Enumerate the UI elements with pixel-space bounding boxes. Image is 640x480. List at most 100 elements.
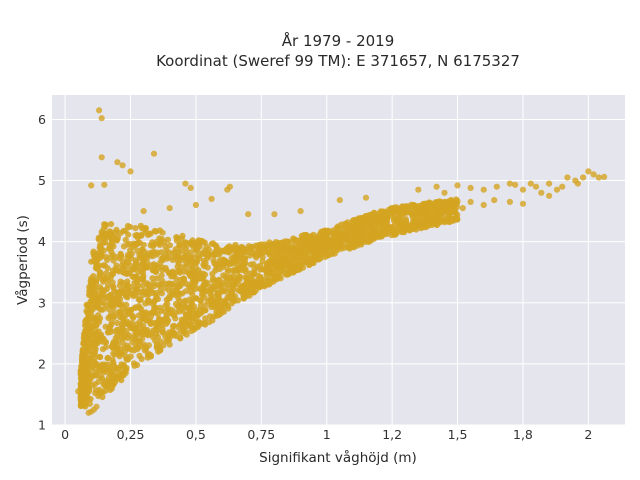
scatter-point — [136, 252, 143, 259]
scatter-point — [386, 210, 393, 217]
scatter-point — [162, 320, 170, 327]
scatter-point — [215, 300, 222, 307]
scatter-point — [302, 231, 309, 239]
scatter-point — [139, 316, 146, 323]
scatter-point — [428, 201, 435, 209]
scatter-point — [444, 214, 451, 221]
scatter-point — [245, 211, 252, 218]
scatter-point — [108, 221, 115, 228]
scatter-point — [94, 316, 101, 323]
scatter-point — [395, 227, 402, 234]
scatter-point — [97, 251, 105, 258]
scatter-point — [199, 270, 206, 277]
scatter-point — [105, 305, 112, 312]
y-tick-label: 1 — [38, 418, 46, 433]
scatter-point — [140, 208, 147, 215]
scatter-point — [159, 325, 166, 332]
scatter-point — [91, 381, 99, 388]
scatter-point — [211, 285, 218, 293]
scatter-point — [110, 305, 117, 312]
scatter-point — [103, 275, 110, 282]
scatter-point — [595, 174, 602, 181]
scatter-point — [454, 216, 461, 223]
scatter-point — [178, 264, 185, 271]
scatter-point — [362, 194, 370, 201]
y-tick-label: 4 — [38, 234, 46, 249]
scatter-point — [165, 329, 173, 336]
scatter-point — [136, 352, 143, 359]
scatter-point — [96, 284, 104, 291]
scatter-point — [251, 278, 258, 285]
scatter-point — [360, 214, 367, 221]
scatter-point — [103, 285, 111, 292]
scatter-point — [273, 275, 280, 282]
scatter-point — [564, 174, 571, 181]
scatter-point — [191, 253, 198, 260]
scatter-point — [102, 222, 109, 230]
scatter-point — [231, 293, 238, 300]
scatter-point — [141, 226, 148, 233]
y-tick-label: 6 — [38, 112, 46, 127]
scatter-point — [108, 237, 115, 244]
scatter-point — [194, 312, 202, 319]
scatter-point — [95, 312, 102, 319]
scatter-point — [120, 269, 127, 276]
scatter-point — [353, 221, 360, 228]
scatter-point — [437, 210, 444, 217]
scatter-point — [197, 298, 204, 305]
scatter-point — [176, 269, 183, 276]
scatter-point — [511, 181, 519, 188]
scatter-point — [97, 270, 104, 277]
scatter-point — [225, 266, 232, 273]
scatter-point — [132, 225, 139, 232]
scatter-point — [203, 251, 210, 258]
y-tick-labels: 1 2 3 4 5 6 — [38, 112, 46, 433]
scatter-point — [145, 297, 152, 304]
scatter-point — [197, 306, 204, 313]
scatter-point — [574, 180, 582, 187]
scatter-point — [183, 323, 190, 330]
scatter-point — [151, 305, 158, 312]
scatter-point — [111, 288, 118, 295]
scatter-point — [240, 295, 247, 302]
scatter-point — [155, 315, 163, 323]
scatter-point — [546, 192, 553, 199]
scatter-point — [467, 198, 474, 205]
scatter-point — [160, 342, 167, 349]
scatter-point — [236, 273, 243, 280]
scatter-point — [145, 329, 152, 336]
scatter-point — [178, 247, 185, 254]
scatter-point — [436, 216, 443, 223]
scatter-point — [82, 356, 89, 363]
scatter-point — [159, 281, 166, 288]
scatter-point — [86, 291, 93, 299]
scatter-point — [248, 286, 255, 293]
scatter-point — [129, 314, 137, 321]
scatter-point — [342, 244, 349, 251]
scatter-point — [91, 348, 98, 355]
scatter-point — [80, 370, 87, 377]
scatter-point — [89, 306, 96, 313]
scatter-point — [172, 315, 179, 322]
scatter-point — [147, 230, 154, 237]
scatter-point — [276, 250, 283, 257]
scatter-point — [411, 219, 418, 226]
scatter-point — [117, 251, 124, 258]
scatter-point — [393, 204, 400, 211]
scatter-point — [177, 282, 184, 289]
scatter-point — [193, 259, 200, 266]
scatter-point — [128, 306, 135, 313]
scatter-point — [96, 295, 103, 302]
scatter-point — [166, 280, 173, 287]
x-tick-label: 2 — [584, 427, 592, 442]
scatter-point — [204, 264, 211, 271]
x-tick-label: 0,5 — [186, 427, 206, 442]
scatter-point — [114, 319, 121, 327]
scatter-point — [277, 261, 284, 268]
scatter-point — [117, 309, 124, 316]
scatter-point — [114, 234, 121, 241]
scatter-point — [311, 255, 318, 263]
y-axis-title: Vågperiod (s) — [14, 215, 31, 305]
scatter-point — [139, 282, 147, 289]
